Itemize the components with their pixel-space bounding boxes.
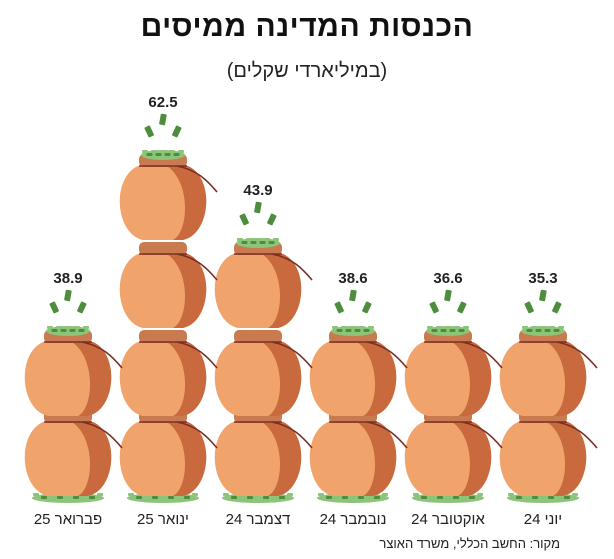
bag-top-cash <box>46 326 90 336</box>
bag-top-cash <box>331 326 375 336</box>
floating-bills <box>524 289 562 314</box>
floating-bills <box>239 201 277 226</box>
money-bag <box>499 326 598 416</box>
floating-bills <box>49 289 87 314</box>
bag-stack: 38.6 נובמבר 24 <box>309 270 408 528</box>
money-bag <box>119 150 218 240</box>
category-label: ינואר 25 <box>137 511 189 528</box>
chart-subtitle: (במיליארדי שקלים) <box>226 60 388 82</box>
bag-top-cash <box>141 150 185 160</box>
floating-bills <box>429 289 467 314</box>
bag-stack: 43.9 דצמבר 24 <box>214 182 313 528</box>
chart-title: הכנסות המדינה ממיסים <box>140 10 474 43</box>
money-bag <box>499 410 598 496</box>
money-bag <box>309 326 408 416</box>
bag-stack: 36.6 אוקטובר 24 <box>404 270 503 528</box>
money-bag <box>119 242 218 328</box>
value-label: 43.9 <box>243 182 272 199</box>
category-label: יוני 24 <box>524 511 562 528</box>
money-bag <box>214 330 313 416</box>
money-bag <box>404 410 503 496</box>
category-label: נובמבר 24 <box>320 511 387 528</box>
money-bag <box>404 326 503 416</box>
money-bag <box>24 410 123 496</box>
floating-bills <box>334 289 372 314</box>
value-label: 62.5 <box>148 94 177 111</box>
value-label: 36.6 <box>433 270 462 287</box>
bag-top-cash <box>426 326 470 336</box>
bag-stack: 38.9 פברואר 25 <box>24 270 123 528</box>
category-label: פברואר 25 <box>34 511 102 528</box>
bag-top-cash <box>236 238 280 248</box>
category-label: אוקטובר 24 <box>411 511 485 528</box>
money-bag <box>119 330 218 416</box>
value-label: 38.9 <box>53 270 82 287</box>
value-label: 38.6 <box>338 270 367 287</box>
money-bag <box>24 326 123 416</box>
category-label: דצמבר 24 <box>226 511 291 528</box>
floating-bills <box>144 113 182 138</box>
bag-top-cash <box>521 326 565 336</box>
money-bag <box>214 238 313 328</box>
bag-stack: 62.5 ינואר 25 <box>119 94 218 528</box>
money-bag <box>119 410 218 496</box>
money-bag <box>309 410 408 496</box>
source-note: מקור: החשב הכללי, משרד האוצר <box>379 536 560 551</box>
value-label: 35.3 <box>528 270 557 287</box>
money-bag <box>214 410 313 496</box>
bag-stack: 35.3 יוני 24 <box>499 270 598 528</box>
